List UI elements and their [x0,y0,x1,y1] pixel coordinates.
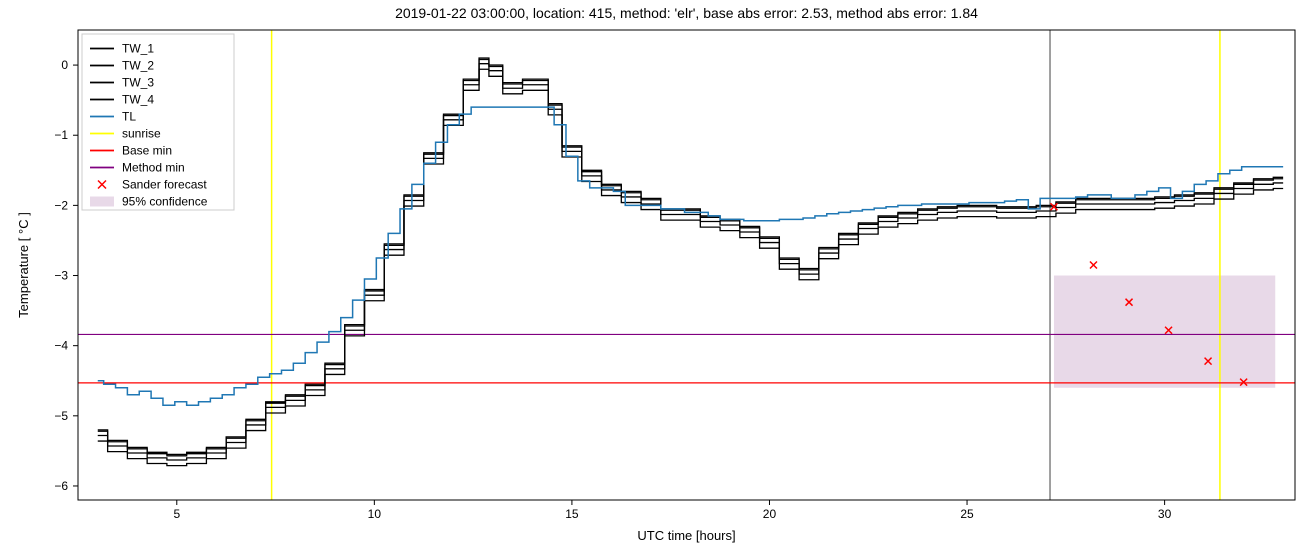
legend-label: 95% confidence [122,195,208,209]
legend-label: Sander forecast [122,178,207,192]
chart-title: 2019-01-22 03:00:00, location: 415, meth… [395,5,978,21]
legend: TW_1 TW_2 TW_3 TW_4 TL sunrise Base min Method … [82,34,234,210]
ytick-label: −2 [54,198,68,212]
xtick-label: 15 [565,507,579,521]
confidence-region [1054,276,1275,388]
y-axis-label: Temperature [ °C ] [16,212,31,318]
legend-label: sunrise [122,127,161,141]
chart-container: 5 10 15 20 25 30 −6 −5 −4 −3 −2 −1 0 UTC time [hours]… [0,0,1313,547]
ytick-label: −5 [54,409,68,423]
legend-label: Method min [122,161,185,175]
xtick-label: 10 [368,507,382,521]
legend-label: TL [122,110,136,124]
temperature-chart: 5 10 15 20 25 30 −6 −5 −4 −3 −2 −1 0 UTC time [hours]… [0,0,1313,547]
ytick-label: −4 [54,339,68,353]
x-axis-label: UTC time [hours] [637,528,735,543]
ytick-label: 0 [61,58,68,72]
xtick-label: 20 [763,507,777,521]
xtick-label: 30 [1158,507,1172,521]
legend-label: Base min [122,144,172,158]
ytick-label: −1 [54,128,68,142]
xtick-label: 25 [960,507,974,521]
legend-label: TW_3 [122,76,154,90]
legend-label: TW_1 [122,42,154,56]
legend-label: TW_2 [122,59,154,73]
ytick-label: −6 [54,479,68,493]
xtick-label: 5 [173,507,180,521]
legend-label: TW_4 [122,93,154,107]
ytick-label: −3 [54,269,68,283]
